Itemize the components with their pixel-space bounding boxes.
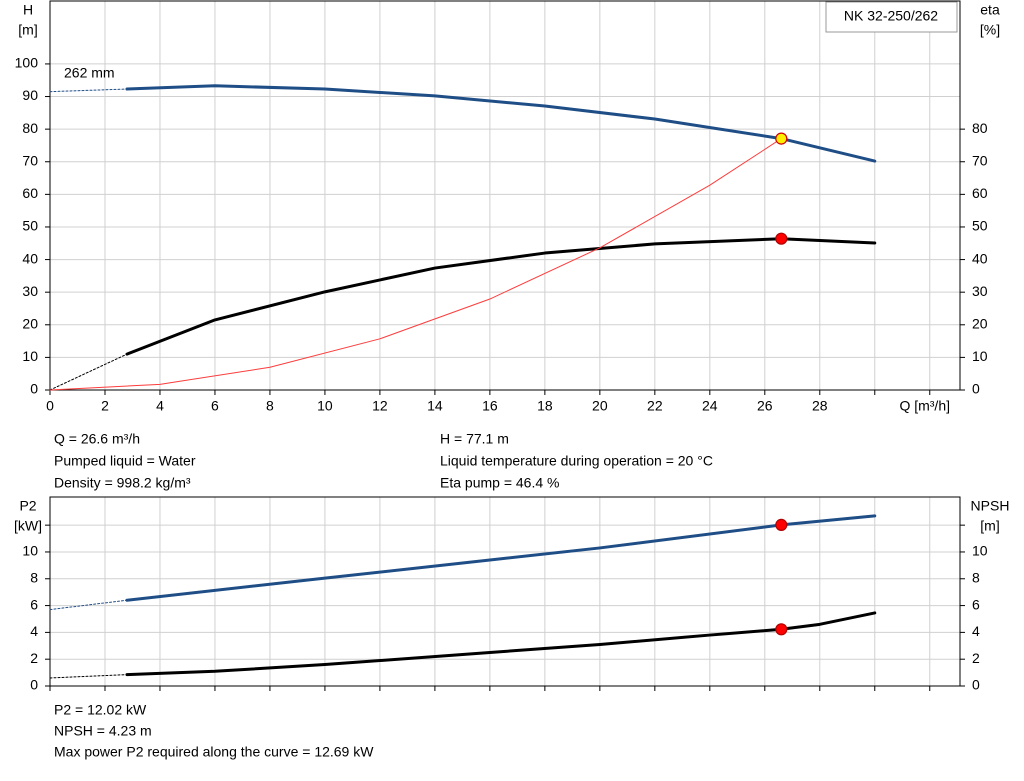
y2-tick-label: 60 <box>972 185 988 201</box>
y-axis-unit: [kW] <box>14 518 42 534</box>
y-tick-label: 70 <box>22 152 38 168</box>
curve <box>125 611 877 677</box>
curve-extension <box>49 674 128 679</box>
operating-point <box>775 232 788 245</box>
y2-tick-label: 20 <box>972 315 988 331</box>
x-tick-label: 14 <box>427 398 443 414</box>
main-layer: 0 2 4 6 8 10 12 14 16 18 20 22 24 26 28010203040506070… <box>14 0 1010 760</box>
curve-extension <box>49 88 128 93</box>
x-tick-label: 2 <box>101 398 109 414</box>
chart-title: NK 32-250/262 <box>844 8 938 24</box>
y-tick-label: 30 <box>22 283 38 299</box>
x-tick-label: 26 <box>757 398 773 414</box>
x-tick-label: 6 <box>211 398 219 414</box>
y-tick-label: 8 <box>30 569 38 585</box>
y2-tick-label: 50 <box>972 218 988 234</box>
y2-tick-label: 10 <box>972 348 988 364</box>
x-tick-label: 0 <box>46 398 54 414</box>
y-tick-label: 0 <box>30 677 38 693</box>
y-tick-label: 2 <box>30 650 38 666</box>
y2-axis-unit: [m] <box>980 518 999 534</box>
y2-axis-unit: [%] <box>980 22 1000 38</box>
x-tick-label: 12 <box>372 398 388 414</box>
x-tick-label: 20 <box>592 398 608 414</box>
y-tick-label: 50 <box>22 218 38 234</box>
y2-tick-label: 70 <box>972 152 988 168</box>
y2-tick-label: 4 <box>972 623 980 639</box>
y-tick-label: 10 <box>22 543 38 559</box>
x-tick-label: 16 <box>482 398 498 414</box>
x-tick-label: 24 <box>702 398 718 414</box>
curve-extension <box>49 353 128 391</box>
x-tick-label: 4 <box>156 398 164 414</box>
y2-axis-label: eta <box>980 2 1000 18</box>
info-text: Eta pump = 46.4 % <box>440 475 559 491</box>
curve <box>125 514 877 602</box>
y-axis-unit: [m] <box>18 22 37 38</box>
info-text: NPSH = 4.23 m <box>54 723 152 739</box>
y2-tick-label: 6 <box>972 596 980 612</box>
operating-point <box>775 623 788 636</box>
y-tick-label: 80 <box>22 120 38 136</box>
curve <box>125 237 877 356</box>
y2-tick-label: 10 <box>972 543 988 559</box>
info-text: Liquid temperature during operation = 20… <box>440 453 713 469</box>
x-axis-label: Q [m³/h] <box>899 398 950 414</box>
operating-point <box>775 132 788 145</box>
y-axis-label: P2 <box>19 498 36 514</box>
y2-tick-label: 8 <box>972 569 980 585</box>
x-tick-label: 22 <box>647 398 663 414</box>
y2-axis-label: NPSH <box>971 498 1010 514</box>
y-tick-label: 4 <box>30 623 38 639</box>
operating-point <box>775 518 788 531</box>
y2-tick-label: 30 <box>972 283 988 299</box>
y2-tick-label: 0 <box>972 381 980 397</box>
title-box <box>825 1 958 33</box>
curve-extension <box>49 599 128 611</box>
curve <box>125 84 877 163</box>
y-tick-label: 100 <box>15 55 39 71</box>
y-tick-label: 20 <box>22 315 38 331</box>
x-tick-label: 8 <box>266 398 274 414</box>
y-tick-label: 90 <box>22 87 38 103</box>
y-axis-label: H <box>23 2 33 18</box>
y2-tick-label: 2 <box>972 650 980 666</box>
info-text: Max power P2 required along the curve = … <box>54 744 374 760</box>
x-tick-label: 10 <box>317 398 333 414</box>
info-text: Pumped liquid = Water <box>54 453 196 469</box>
y-tick-label: 10 <box>22 348 38 364</box>
y2-tick-label: 80 <box>972 120 988 136</box>
y-tick-label: 60 <box>22 185 38 201</box>
plot-frame <box>49 496 961 687</box>
curve <box>49 138 782 391</box>
info-text: H = 77.1 m <box>440 431 509 447</box>
info-text: Density = 998.2 kg/m³ <box>54 475 191 491</box>
info-text: Q = 26.6 m³/h <box>54 431 140 447</box>
x-tick-label: 28 <box>812 398 828 414</box>
y2-tick-label: 0 <box>972 677 980 693</box>
curve-annotation: 262 mm <box>64 65 115 81</box>
plot-frame <box>49 0 961 391</box>
x-tick-label: 18 <box>537 398 553 414</box>
y-tick-label: 6 <box>30 596 38 612</box>
info-text: P2 = 12.02 kW <box>54 702 147 718</box>
y2-tick-label: 40 <box>972 250 988 266</box>
y-tick-label: 0 <box>30 381 38 397</box>
y-tick-label: 40 <box>22 250 38 266</box>
